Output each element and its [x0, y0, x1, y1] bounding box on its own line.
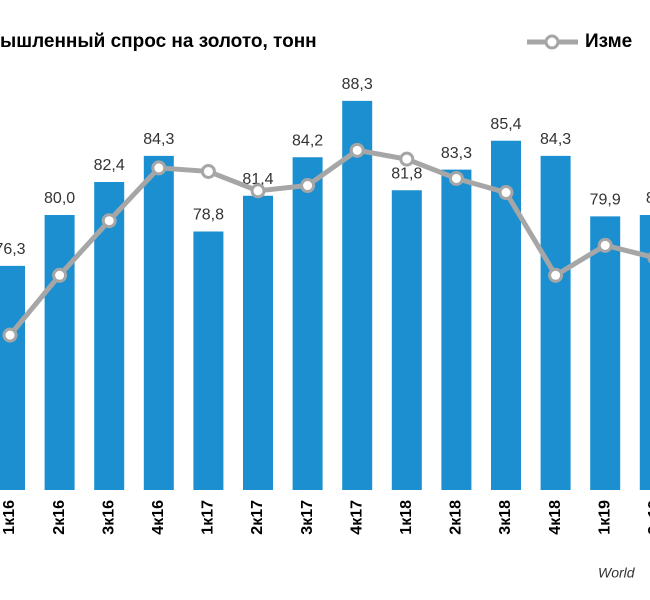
line-marker: [250, 183, 266, 199]
data-label: 83,3: [441, 145, 472, 162]
line-marker: [548, 267, 564, 283]
data-label: 78,8: [193, 207, 224, 224]
line-marker: [101, 213, 117, 229]
bar: [639, 215, 650, 490]
data-label: 80: [646, 190, 650, 207]
x-tick-label: 2к17: [249, 500, 266, 535]
data-label: 84,3: [143, 131, 174, 148]
bar: [143, 155, 174, 490]
source: World: [598, 565, 636, 581]
data-label: 76,3: [0, 241, 26, 258]
bar: [342, 100, 373, 490]
bar: [590, 216, 621, 490]
line-marker: [2, 327, 18, 343]
data-label: 85,4: [490, 116, 521, 133]
line-marker: [300, 178, 316, 194]
x-tick-label: 3к17: [299, 500, 316, 535]
data-label: 81,8: [391, 165, 422, 182]
bar: [441, 169, 472, 490]
x-tick-label: 1к19: [596, 500, 613, 535]
chart-title: ышленный спрос на золото, тонн: [0, 31, 317, 52]
data-label: 84,3: [540, 131, 571, 148]
x-tick-label: 1к18: [398, 500, 415, 535]
line: [8, 147, 650, 337]
x-tick-label: 4к18: [547, 500, 564, 535]
line-marker: [52, 267, 68, 283]
bar: [292, 157, 323, 490]
line-marker: [151, 160, 167, 176]
line-marker: [349, 142, 365, 158]
bar: [391, 190, 422, 490]
x-tick-label: 2к16: [51, 500, 68, 535]
line-marker: [597, 237, 613, 253]
bar: [243, 195, 273, 490]
bar: [540, 155, 571, 490]
line-marker: [498, 185, 514, 201]
line-marker: [399, 151, 415, 167]
line-marker: [448, 170, 464, 186]
data-label: 88,3: [342, 76, 373, 93]
line-marker: [200, 163, 216, 179]
bar: [193, 231, 224, 490]
data-label: 84,2: [292, 132, 323, 149]
x-tick-label: 3к18: [497, 500, 514, 535]
data-label: 80,0: [44, 190, 75, 207]
x-tick-label: 4к17: [348, 500, 365, 535]
bar: [44, 215, 75, 490]
x-tick-label: 1к16: [1, 500, 18, 535]
data-label: 81,4: [242, 171, 273, 188]
data-label: 79,9: [590, 192, 621, 209]
x-tick-label: 3к16: [100, 500, 117, 535]
x-tick-label: 2к19: [646, 500, 650, 535]
x-tick-label: 1к17: [200, 500, 217, 535]
legend-label: Изме: [585, 31, 632, 52]
bar: [0, 265, 25, 490]
legend-marker: [544, 34, 560, 50]
x-tick-label: 4к16: [150, 500, 167, 535]
data-label: 82,4: [94, 157, 125, 174]
x-tick-label: 2к18: [448, 500, 465, 535]
